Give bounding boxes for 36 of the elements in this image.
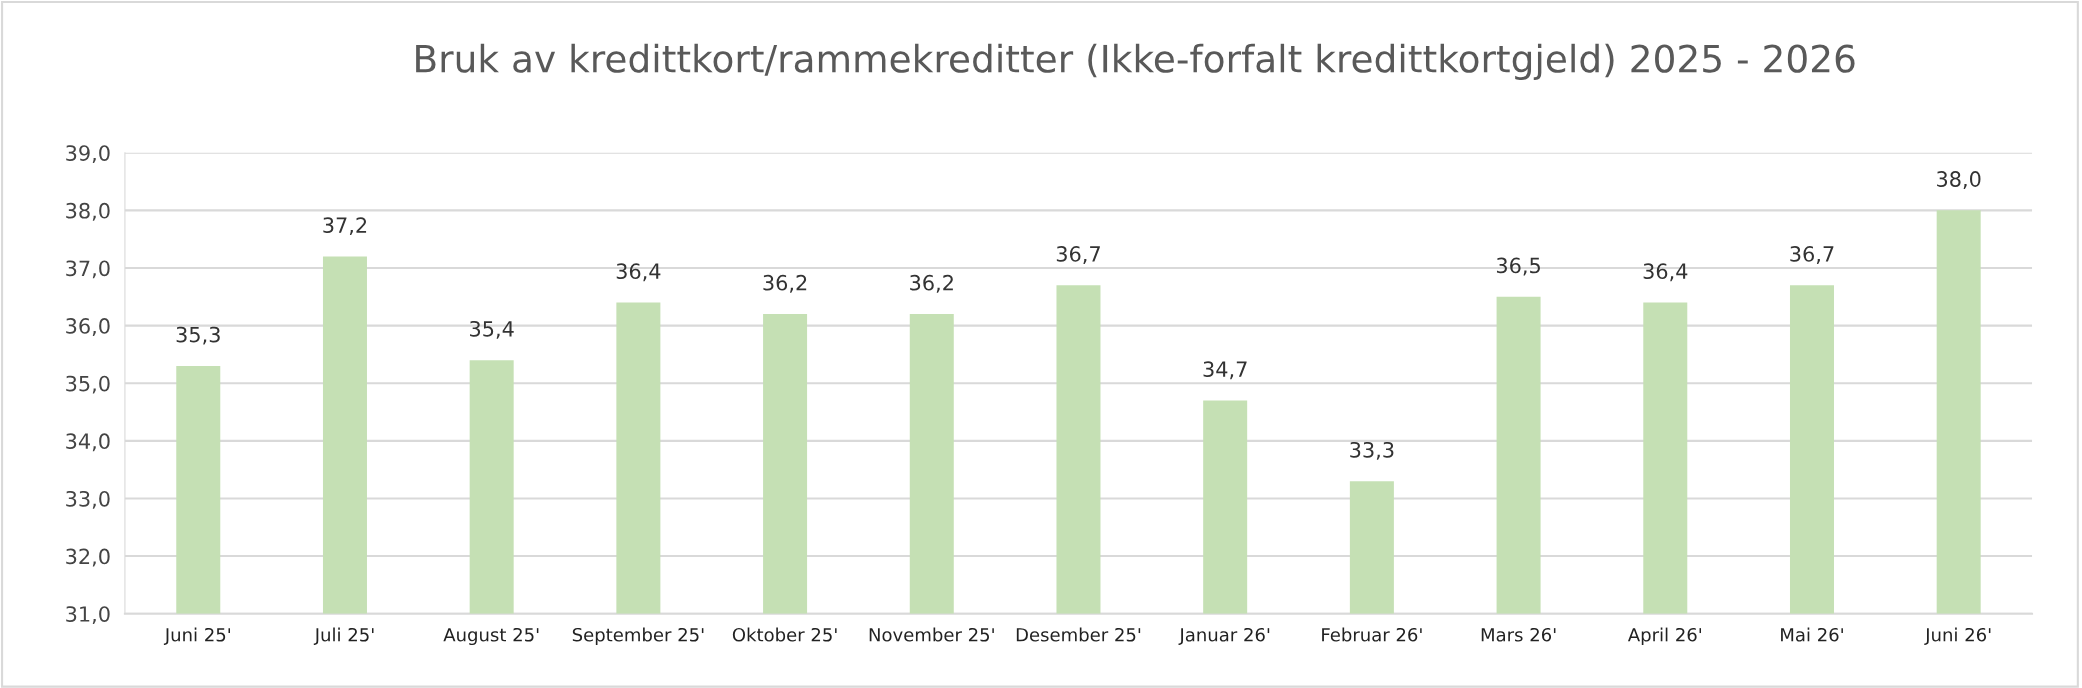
x-tick-label: April 26' (1627, 627, 1702, 646)
x-tick-label: Juni 26' (1924, 627, 1991, 645)
data-label: 35,3 (176, 326, 220, 345)
x-tick-label: Mai 26' (1781, 627, 1843, 642)
x-tick-label: September 25' (572, 627, 704, 646)
data-label: 36,7 (1056, 246, 1100, 264)
y-tick-label: 35,0 (66, 375, 110, 394)
data-label: 36,4 (616, 263, 661, 282)
x-tick-label: August 25' (443, 627, 539, 646)
y-tick-label: 34,0 (66, 433, 110, 452)
x-tick-label: Januar 26' (1178, 627, 1270, 645)
x-tick-label: Mars 26' (1481, 627, 1556, 642)
data-label: 36,5 (1496, 257, 1540, 276)
data-label: 36,7 (1790, 246, 1834, 264)
data-label: 33,3 (1350, 441, 1394, 460)
data-label: 36,2 (763, 274, 807, 293)
x-tick-label: November 25' (869, 627, 994, 642)
data-label: 34,7 (1203, 361, 1247, 380)
x-tick-label: Februar 26' (1322, 627, 1422, 642)
data-label: 35,4 (470, 320, 514, 339)
data-label: 37,2 (323, 217, 367, 236)
x-tick-label: Juli 25' (313, 627, 374, 645)
data-label: 36,4 (1643, 263, 1688, 282)
x-tick-label: Desember 25' (1016, 627, 1141, 642)
y-tick-label: 31,0 (66, 606, 110, 625)
data-label: 36,2 (910, 274, 953, 293)
chart-title: Bruk av kredittkort/rammekreditter (Ikke-forfalt kredittkortgjeld) 2025 - 2026 (416, 43, 1855, 81)
x-tick-label: Oktober 25' (732, 627, 837, 642)
y-tick-label: 32,0 (66, 548, 110, 567)
y-tick-label: 38,0 (66, 202, 110, 221)
x-tick-label: Juni 25' (163, 627, 230, 645)
y-tick-label: 39,0 (66, 145, 110, 164)
y-tick-label: 33,0 (66, 490, 110, 509)
y-tick-label: 37,0 (66, 260, 110, 279)
data-label: 38,0 (1937, 171, 1981, 189)
y-tick-label: 36,0 (66, 318, 110, 336)
